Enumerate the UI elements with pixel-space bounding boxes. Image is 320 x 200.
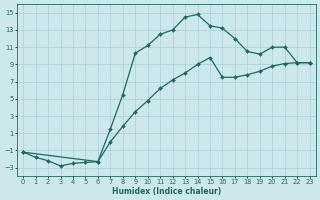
X-axis label: Humidex (Indice chaleur): Humidex (Indice chaleur) [112, 187, 221, 196]
